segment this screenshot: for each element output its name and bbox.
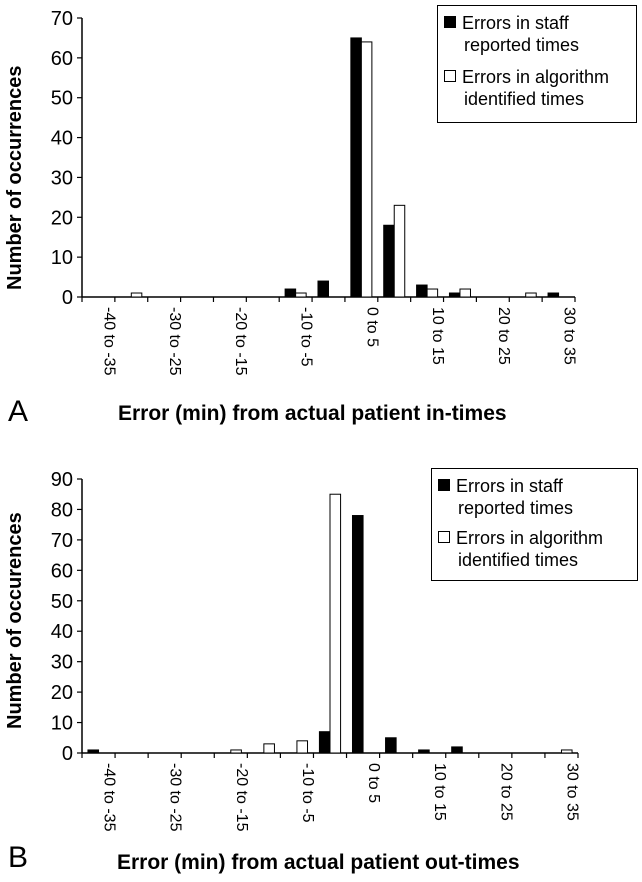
chart-a-bar-staff-14: [547, 292, 560, 298]
chart-a-legend-staff: Errors in staff reported times: [444, 12, 579, 56]
chart-b-bar-staff-8: [351, 515, 364, 754]
chart-a-ylabel: Number of occurrences: [4, 65, 26, 290]
chart-a-legend: Errors in staff reported times Errors in…: [437, 5, 637, 123]
chart-a-xlabel: Error (min) from actual patient in-times: [118, 402, 507, 425]
chart-a-x-tick-label: 10 to 15: [429, 307, 446, 365]
chart-b-legend-algorithm-line2: identified times: [458, 550, 579, 570]
chart-a-x-tick-label: 0 to 5: [363, 307, 380, 347]
chart-b-bar-staff-10: [418, 749, 430, 754]
chart-b-y-tick-label: 40: [51, 621, 73, 643]
chart-a-bar-algorithm-8: [360, 41, 373, 298]
chart-b-bar-staff-11: [451, 746, 463, 754]
chart-b-y-tick-label: 10: [51, 713, 73, 735]
chart-a-y-tick-label: 10: [51, 247, 73, 269]
chart-b-bar-algorithm-5: [263, 743, 275, 754]
chart-panel-b: 0 10 20 30 40 50 60 70 80 90 -40 to -35 -30 to -25 -…: [0, 441, 642, 882]
chart-a-y-tick-label: 30: [51, 167, 73, 189]
chart-a-legend-swatch-algorithm: [444, 70, 456, 82]
chart-b-bar-algorithm-7: [329, 493, 342, 754]
chart-a-y-tick-label: 70: [51, 8, 73, 30]
chart-b-x-tick-label: 10 to 15: [431, 763, 448, 821]
chart-a-x-tick-label: -20 to -15: [232, 307, 249, 376]
chart-b-y-tick-label: 60: [51, 560, 73, 582]
chart-a-legend-algorithm-line2: identified times: [464, 89, 585, 109]
chart-a-y-tick-label: 0: [62, 287, 73, 309]
chart-b-x-tick-label: 30 to 35: [563, 763, 580, 821]
chart-b-y-tick-label: 50: [51, 591, 73, 613]
chart-b-y-tick-label: 20: [51, 682, 73, 704]
chart-a-x-tick-label: 20 to 25: [495, 307, 512, 365]
chart-a-legend-algorithm-line1: Errors in algorithm: [462, 67, 610, 87]
chart-b-legend-algorithm-line1: Errors in algorithm: [456, 528, 604, 548]
chart-a-bar-staff-9: [383, 224, 395, 298]
chart-a-y-tick-label: 50: [51, 88, 73, 110]
chart-b-x-tick-label: -30 to -25: [167, 763, 184, 832]
chart-a-y-tick-label: 40: [51, 128, 73, 150]
chart-b-y-tick-label: 80: [51, 499, 73, 521]
chart-b-x-tick-label: -40 to -35: [101, 763, 118, 832]
chart-a-x-tick-label: -30 to -25: [166, 307, 183, 376]
chart-a-bar-staff-11: [448, 292, 461, 298]
chart-a-legend-staff-line1: Errors in staff: [462, 13, 569, 33]
chart-b-x-tick-label: -10 to -5: [299, 763, 316, 823]
chart-b-canvas: 0 10 20 30 40 50 60 70 80 90 -40 to -35 -30 to -25 -…: [51, 469, 581, 832]
chart-b-legend-staff: Errors in staff reported times: [438, 475, 573, 519]
chart-a-y-tick-label: 20: [51, 207, 73, 229]
chart-b-y-tick-label: 90: [51, 469, 73, 491]
chart-b-y-tick-label: 0: [62, 743, 73, 765]
chart-a-bar-algorithm-1: [130, 292, 143, 298]
chart-a-bar-algorithm-10: [426, 288, 439, 298]
chart-b-legend-swatch-algorithm: [438, 531, 450, 543]
chart-a-legend-staff-line2: reported times: [464, 35, 580, 55]
chart-a-legend-swatch-staff: [444, 16, 456, 28]
chart-a-panel-letter: A: [8, 395, 29, 428]
chart-b-panel-letter: B: [8, 841, 29, 874]
chart-a-bar-algorithm-13: [525, 292, 537, 298]
chart-a-x-tick-label: -40 to -35: [100, 307, 117, 376]
chart-a-x-tick-label: -10 to -5: [298, 307, 315, 367]
chart-a-bar-staff-10: [416, 284, 428, 298]
chart-a-bar-algorithm-6: [295, 292, 307, 298]
chart-panel-a: 0 10 20 30 40 50 60 70 -40 to -35 -30 to -25 -20 t…: [4, 5, 637, 428]
chart-b-bar-algorithm-6: [296, 740, 309, 754]
chart-a-bar-staff-7: [317, 280, 329, 298]
chart-b-y-tick-label: 70: [51, 530, 73, 552]
chart-b-x-tick-label: -20 to -15: [233, 763, 250, 832]
chart-b-x-tick-label: 20 to 25: [497, 763, 514, 821]
chart-a-x-tick-label: 30 to 35: [561, 307, 578, 365]
chart-b-legend: Errors in staff reported times Errors in…: [431, 468, 638, 581]
chart-a-bar-staff-6: [284, 288, 297, 298]
chart-a-y-tick-label: 60: [51, 48, 73, 70]
chart-b-bar-staff-7: [318, 731, 331, 754]
chart-b-legend-staff-line1: Errors in staff: [456, 476, 563, 496]
chart-b-bar-algorithm-4: [230, 749, 242, 754]
chart-b-legend-swatch-staff: [438, 479, 450, 491]
chart-a-bar-staff-8: [350, 37, 362, 298]
chart-b-bar-staff-0: [87, 749, 100, 754]
chart-b-y-tick-label: 30: [51, 652, 73, 674]
chart-a-legend-algorithm: Errors in algorithm identified times: [444, 66, 609, 110]
chart-a-canvas: 0 10 20 30 40 50 60 70 -40 to -35 -30 to -25 -20 t…: [51, 8, 578, 376]
chart-a-bar-algorithm-11: [459, 288, 471, 298]
chart-b-xlabel: Error (min) from actual patient out-time…: [117, 851, 520, 874]
chart-a-bar-algorithm-9: [393, 204, 406, 298]
chart-b-bar-algorithm-14: [560, 749, 573, 754]
chart-b-x-tick-label: 0 to 5: [365, 763, 382, 803]
chart-b-legend-staff-line2: reported times: [458, 498, 574, 518]
chart-b-bar-staff-9: [385, 737, 397, 754]
chart-b-ylabel: Number of occurences: [4, 512, 26, 729]
chart-b-legend-algorithm: Errors in algorithm identified times: [438, 527, 603, 571]
